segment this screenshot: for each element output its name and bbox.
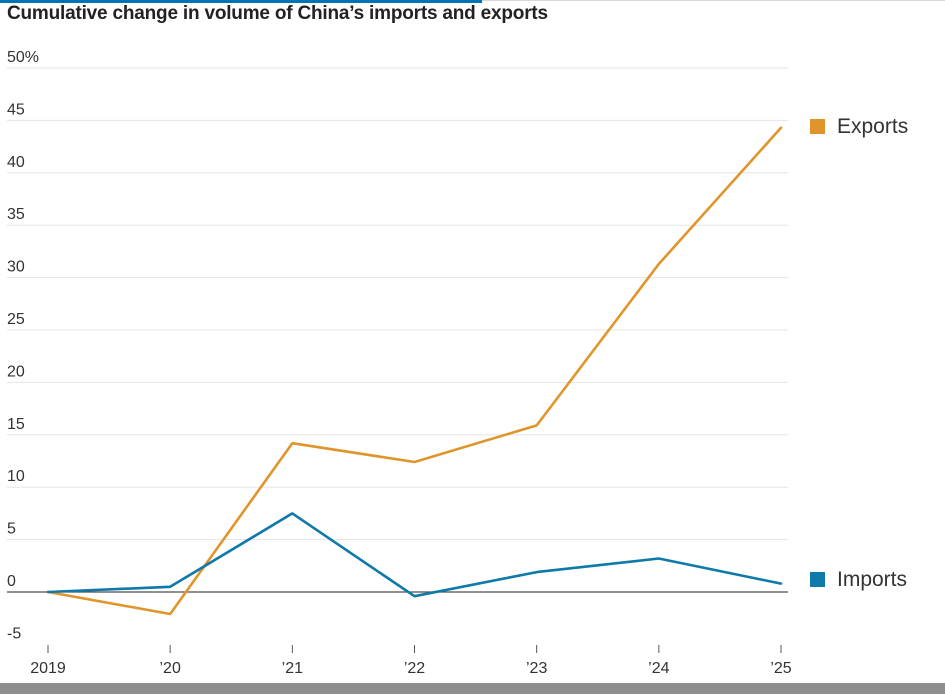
x-tick-label: ’21 (282, 660, 303, 677)
y-tick-label: 50% (7, 49, 39, 66)
y-tick-label: 40 (7, 154, 25, 171)
y-tick-label: 20 (7, 363, 25, 380)
legend: Exports Imports (810, 115, 908, 591)
x-tick-label: 2019 (30, 660, 66, 677)
top-rule (0, 0, 945, 3)
legend-swatch-imports (810, 572, 825, 587)
y-tick-label: 30 (7, 259, 25, 276)
y-tick-label: 5 (7, 521, 16, 538)
y-tick-label: 15 (7, 416, 25, 433)
x-tick-label: ’22 (404, 660, 425, 677)
series-line-exports (46, 126, 783, 616)
x-tick-label: ’23 (526, 660, 547, 677)
y-tick-label: 35 (7, 206, 25, 223)
legend-label-exports: Exports (837, 115, 908, 138)
x-axis: 2019 ’20 ’21 ’22 ’23 ’24 ’25 (30, 645, 792, 677)
y-tick-label: 25 (7, 311, 25, 328)
y-tick-label: 10 (7, 468, 25, 485)
legend-swatch-exports (810, 119, 825, 134)
x-tick-label: ’24 (648, 660, 669, 677)
y-tick-label: 0 (7, 573, 16, 590)
series-lines (46, 126, 783, 616)
y-tick-label: -5 (7, 625, 21, 642)
y-tick-label: 45 (7, 101, 25, 118)
top-rule-accent (0, 0, 482, 3)
legend-label-imports: Imports (837, 568, 907, 591)
chart-title: Cumulative change in volume of China’s i… (7, 3, 548, 24)
x-tick-label: ’20 (159, 660, 180, 677)
y-axis-ticks: -5 0 5 10 15 20 25 30 35 40 45 50% (7, 49, 39, 642)
x-tick-label: ’25 (770, 660, 791, 677)
series-line-imports (46, 512, 783, 598)
top-rule-line (482, 0, 945, 1)
bottom-bar (0, 683, 945, 694)
grid-lines (7, 67, 788, 593)
